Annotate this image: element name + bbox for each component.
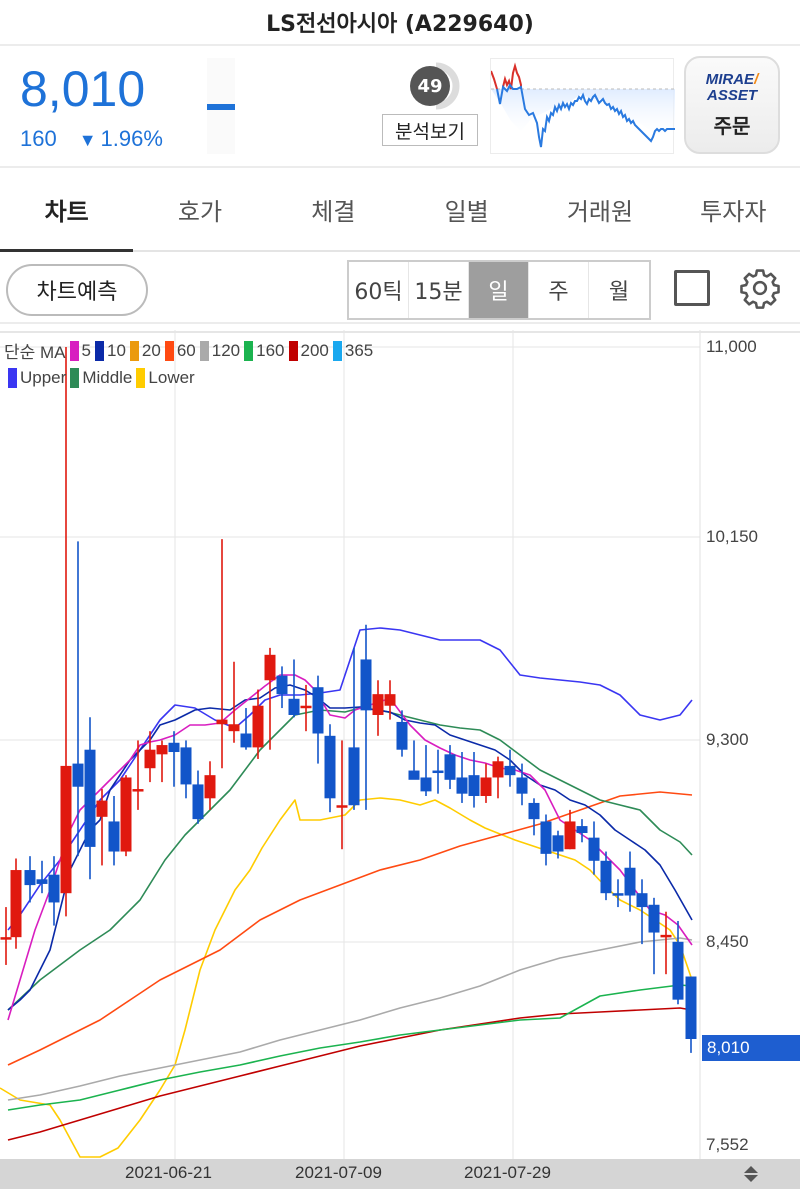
mirae-asset-logo: MIRAE/ ASSET: [705, 70, 759, 104]
ma-label-200: 200: [300, 340, 329, 360]
logo-line2: ASSET: [706, 86, 757, 104]
y-tick-11000: 11,000: [706, 337, 757, 356]
tab-orderbook[interactable]: 호가: [177, 197, 223, 226]
ma-swatch-365: [332, 340, 342, 361]
x-tick-0729: 2021-07-29: [464, 1163, 551, 1182]
active-tab-indicator: [0, 249, 133, 252]
score-ring-icon: [435, 62, 460, 110]
current-price: 8,010: [20, 61, 146, 117]
ma-label-5: 5: [81, 340, 91, 360]
quote-panel: 8,010 160 ▼ 1.96% 49 분석보기 MIRAE/: [0, 46, 800, 168]
price-change: 160 ▼ 1.96%: [20, 126, 163, 152]
x-tick-0621: 2021-06-21: [125, 1163, 212, 1182]
ma-title: 단순 MA: [4, 343, 66, 362]
change-percent: 1.96%: [100, 126, 163, 151]
bollinger-legend: Upper Middle Lower: [4, 368, 195, 388]
gear-icon[interactable]: [738, 266, 782, 310]
x-tick-0709: 2021-07-09: [295, 1163, 382, 1182]
title-bar: LS전선아시아 (A229640): [0, 0, 800, 46]
period-15min[interactable]: 15분: [409, 262, 469, 318]
x-axis-bar[interactable]: 2021-06-21 2021-07-09 2021-07-29: [0, 1159, 800, 1189]
ma-label-60: 60: [176, 340, 196, 360]
order-label: 주문: [713, 113, 751, 138]
ma-label-20: 20: [141, 340, 161, 360]
ma-swatch-160: [244, 340, 254, 361]
sparkline-chart[interactable]: [490, 58, 675, 154]
tab-chart[interactable]: 차트: [44, 197, 89, 226]
period-week[interactable]: 주: [529, 262, 589, 318]
ma-swatch-200: [288, 340, 298, 361]
mini-candle-tick: [207, 104, 235, 110]
resize-updown-icon[interactable]: [740, 1163, 762, 1185]
chart-predict-button[interactable]: 차트예측: [6, 264, 148, 316]
stock-title: LS전선아시아 (A229640): [266, 12, 534, 37]
mini-candle: [207, 58, 235, 154]
sparkline-svg: [490, 62, 675, 148]
bb-swatch-middle: [70, 368, 80, 388]
ma-label-120: 120: [211, 340, 241, 360]
current-price-marker: 8,010: [702, 1035, 800, 1061]
bb-swatch-lower: [136, 368, 146, 388]
period-selector: 60틱 15분 일 주 월: [347, 260, 651, 320]
y-tick-9300: 9,300: [706, 730, 749, 749]
score-badge: 49: [410, 66, 450, 106]
period-day[interactable]: 일: [469, 262, 529, 318]
bb-label-lower: Lower: [148, 368, 195, 387]
logo-line1: MIRAE: [705, 70, 755, 88]
ma-label-160: 160: [256, 340, 285, 360]
tab-investors[interactable]: 투자자: [700, 197, 767, 226]
ma-swatch-5: [69, 340, 79, 361]
order-button[interactable]: MIRAE/ ASSET 주문: [684, 56, 780, 154]
ma-swatch-10: [94, 340, 104, 361]
price-chart[interactable]: 단순 MA 5 10 20 60 120 160 200 365 Upper Middle Low…: [0, 330, 800, 1192]
bb-label-middle: Middle: [82, 368, 133, 387]
candlestick-chart: [0, 330, 800, 1160]
y-tick-10150: 10,150: [706, 527, 758, 546]
ma-legend: 단순 MA 5 10 20 60 120 160 200 365: [4, 338, 373, 363]
chart-toolbar: 차트예측 60틱 15분 일 주 월: [0, 252, 800, 324]
tab-bar: 차트 호가 체결 일별 거래원 투자자: [0, 168, 800, 252]
ma-swatch-20: [129, 340, 139, 361]
analysis-button[interactable]: 분석보기: [382, 114, 478, 146]
ma-label-10: 10: [106, 340, 126, 360]
square-icon[interactable]: [674, 270, 710, 306]
period-60tick[interactable]: 60틱: [349, 262, 409, 318]
period-month[interactable]: 월: [589, 262, 649, 318]
change-amount: 160: [20, 126, 57, 151]
ma-swatch-120: [199, 340, 209, 361]
tab-brokers[interactable]: 거래원: [566, 197, 634, 226]
tab-trades[interactable]: 체결: [311, 197, 356, 226]
y-tick-7552: 7,552: [706, 1135, 749, 1154]
change-percent-group: ▼ 1.96%: [79, 126, 163, 152]
y-tick-8450: 8,450: [706, 932, 749, 951]
analysis-score[interactable]: 49: [410, 60, 462, 112]
tab-daily[interactable]: 일별: [444, 197, 489, 226]
ma-label-365: 365: [344, 340, 374, 360]
logo-slash-icon: /: [754, 70, 759, 88]
bb-swatch-upper: [8, 368, 17, 388]
bb-label-upper: Upper: [20, 368, 67, 387]
ma-swatch-60: [164, 340, 174, 361]
down-arrow-icon: ▼: [78, 130, 97, 150]
